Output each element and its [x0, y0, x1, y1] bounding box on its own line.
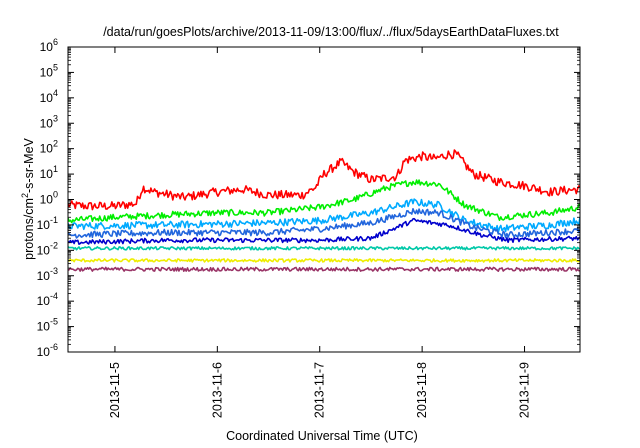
y-tick-base: 10	[37, 320, 51, 334]
y-tick-base: 10	[40, 142, 54, 156]
series-line-4	[68, 217, 580, 245]
x-tick-label-1: 2013-11-6	[210, 362, 224, 418]
y-tick-label-9: 103	[40, 113, 58, 130]
y-tick-base: 10	[40, 193, 54, 207]
y-tick-label-12: 106	[40, 37, 58, 54]
series-layer	[68, 149, 580, 272]
y-tick-label-5: 10-1	[37, 215, 58, 232]
plot-area	[67, 46, 581, 353]
y-tick-base: 10	[40, 91, 54, 105]
y-tick-label-0: 10-6	[37, 342, 58, 359]
y-tick-label-11: 105	[40, 62, 58, 79]
y-tick-exp: -3	[50, 266, 58, 276]
y-tick-base: 10	[37, 294, 51, 308]
y-tick-label-1: 10-5	[37, 317, 58, 334]
y-tick-base: 10	[37, 345, 51, 359]
y-label-rest: -s-sr-MeV	[22, 137, 36, 193]
series-line-1	[68, 179, 580, 224]
y-tick-label-3: 10-3	[37, 266, 58, 283]
y-tick-exp: -6	[50, 342, 58, 352]
plot-frame	[67, 46, 581, 353]
y-tick-label-6: 100	[40, 190, 58, 207]
y-tick-exp: 6	[53, 37, 58, 47]
y-tick-exp: -1	[50, 215, 58, 225]
x-axis-label: Coordinated Universal Time (UTC)	[226, 429, 418, 443]
x-tick-label-0: 2013-11-5	[108, 362, 122, 418]
y-tick-label-2: 10-4	[37, 291, 58, 308]
y-tick-exp: 0	[53, 190, 58, 200]
x-tick-label-4: 2013-11-9	[518, 362, 532, 418]
y-tick-label-10: 104	[40, 88, 58, 105]
y-tick-base: 10	[37, 269, 51, 283]
y-tick-exp: 3	[53, 113, 58, 123]
y-tick-label-8: 102	[40, 139, 58, 156]
x-tick-label-3: 2013-11-8	[415, 362, 429, 418]
y-tick-exp: 4	[53, 88, 58, 98]
x-tick-label-2: 2013-11-7	[313, 362, 327, 418]
y-tick-label-4: 10-2	[37, 240, 58, 257]
y-tick-exp: 2	[53, 139, 58, 149]
series-line-0	[68, 149, 580, 211]
chart-title: /data/run/goesPlots/archive/2013-11-09/1…	[103, 25, 559, 39]
y-tick-exp: 5	[53, 62, 58, 72]
y-label-sup: 2	[20, 193, 30, 198]
y-tick-base: 10	[40, 167, 54, 181]
y-axis-label: protons/cm2-s-sr-MeV	[20, 137, 36, 259]
y-tick-exp: -2	[50, 240, 58, 250]
y-tick-exp: -5	[50, 317, 58, 327]
series-line-7	[68, 266, 580, 272]
series-line-2	[68, 198, 580, 233]
series-line-6	[68, 258, 580, 263]
y-tick-exp: -4	[50, 291, 58, 301]
y-tick-base: 10	[40, 40, 54, 54]
series-line-5	[68, 246, 580, 251]
y-label-base: protons/cm	[22, 198, 36, 260]
series-line-3	[68, 208, 580, 239]
y-tick-base: 10	[37, 218, 51, 232]
y-axis: 10-610-510-410-310-210-11001011021031041…	[37, 37, 580, 359]
y-tick-base: 10	[40, 116, 54, 130]
y-tick-base: 10	[40, 65, 54, 79]
y-tick-exp: 1	[53, 164, 58, 174]
x-axis: 2013-11-5 2013-11-6 2013-11-7 2013-11-8 2013…	[108, 47, 532, 418]
y-tick-base: 10	[37, 243, 51, 257]
y-tick-label-7: 101	[40, 164, 58, 181]
